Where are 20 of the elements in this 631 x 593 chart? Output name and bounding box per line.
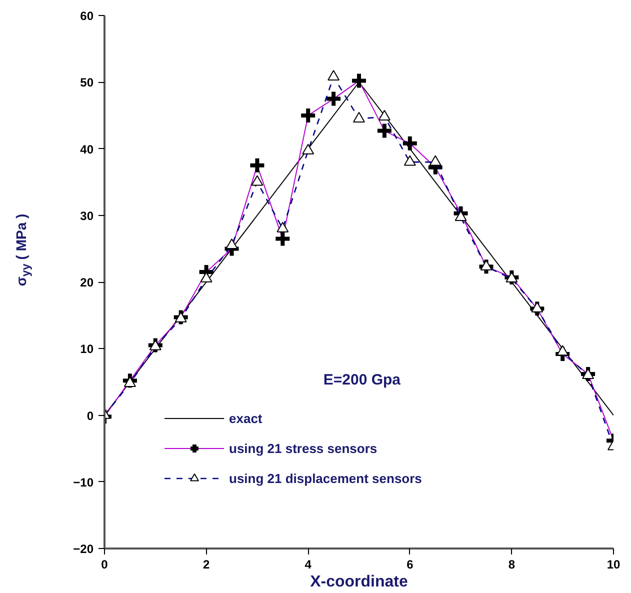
legend-label: exact bbox=[229, 410, 262, 426]
y-tick-label: 50 bbox=[80, 76, 94, 90]
x-tick-label: 0 bbox=[101, 558, 108, 572]
y-tick-label: −10 bbox=[73, 475, 94, 490]
y-tick-label: 30 bbox=[80, 208, 94, 223]
y-tick-label: 0 bbox=[86, 408, 94, 423]
x-tick-label: 4 bbox=[304, 558, 312, 572]
annotation: E=200 Gpa bbox=[323, 372, 402, 389]
legend-label: using 21 displacement sensors bbox=[229, 470, 422, 486]
y-tick-label: 10 bbox=[80, 342, 94, 356]
y-tick-label: 20 bbox=[80, 276, 94, 290]
y-tick-label: 60 bbox=[80, 9, 94, 23]
x-tick-label: 10 bbox=[606, 558, 620, 572]
x-tick-label: 6 bbox=[406, 558, 414, 572]
y-tick-label: −20 bbox=[73, 542, 94, 556]
y-tick-label: 40 bbox=[80, 142, 94, 156]
x-tick-label: 2 bbox=[202, 558, 210, 572]
x-axis-title: X-coordinate bbox=[310, 574, 408, 590]
legend-label: using 21 stress sensors bbox=[229, 440, 378, 456]
x-tick-label: 8 bbox=[508, 558, 516, 572]
